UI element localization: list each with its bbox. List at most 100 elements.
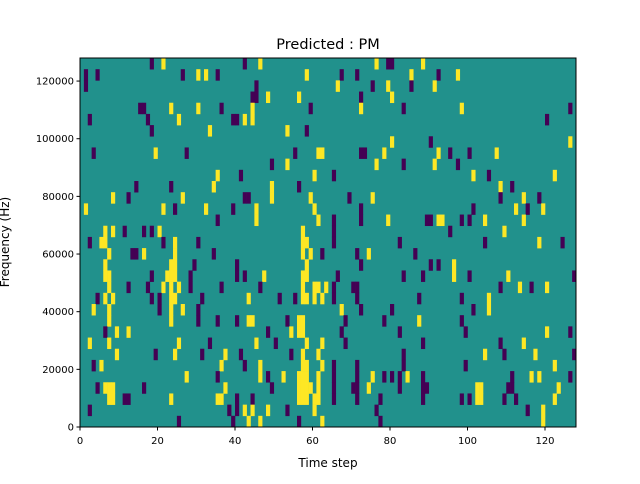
heatmap-cell-high <box>436 214 441 227</box>
heatmap-cell-low <box>498 192 503 204</box>
heatmap-cell-high <box>169 304 174 316</box>
y-axis-label: Frequency (Hz) <box>0 197 12 288</box>
heatmap-cell-high <box>297 393 302 405</box>
heatmap-cell-high <box>107 315 112 327</box>
heatmap-cell-high <box>304 236 309 249</box>
heatmap-cell-high <box>521 337 526 350</box>
heatmap-cell-high <box>502 225 507 238</box>
heatmap-cell-high <box>107 382 112 394</box>
heatmap-cell-high <box>320 147 325 159</box>
heatmap-cell-high <box>304 382 309 394</box>
heatmap-cell-low <box>378 393 383 405</box>
heatmap-cell-high <box>180 304 185 316</box>
heatmap-cell-low <box>126 192 131 204</box>
heatmap-cell-high <box>107 304 112 316</box>
heatmap-cell-low <box>219 102 224 115</box>
heatmap-cell-high <box>386 80 391 92</box>
heatmap-cell-low <box>331 382 337 394</box>
heatmap-cell-low <box>258 281 263 294</box>
y-tick-label: 20000 <box>42 365 74 376</box>
heatmap-cell-low <box>331 281 337 294</box>
y-tick-label: 100000 <box>36 134 74 145</box>
heatmap-cell-low <box>401 102 406 115</box>
heatmap-cell-high <box>506 270 511 282</box>
heatmap-cell-high <box>452 270 457 282</box>
heatmap-cell-low <box>145 281 151 294</box>
heatmap-background <box>80 58 576 427</box>
heatmap-cell-low <box>417 292 422 305</box>
heatmap-cell-high <box>269 181 275 193</box>
heatmap-cell-low <box>285 315 290 327</box>
heatmap-cell-low <box>355 371 360 383</box>
heatmap-cell-high <box>320 337 325 350</box>
heatmap-cell-high <box>486 304 492 316</box>
heatmap-cells <box>80 58 577 428</box>
heatmap-cell-high <box>103 382 108 394</box>
heatmap-cell-low <box>355 69 360 81</box>
heatmap-cell-high <box>409 69 414 81</box>
heatmap-cell-low <box>339 326 344 338</box>
heatmap-cell-low <box>401 359 406 372</box>
heatmap-cell-high <box>173 248 178 260</box>
heatmap-cell-low <box>502 348 507 361</box>
heatmap-cell-low <box>242 359 247 372</box>
heatmap-cell-low <box>483 236 488 249</box>
heatmap-cell-high <box>440 214 445 227</box>
heatmap-cell-low <box>153 348 158 361</box>
heatmap-cell-high <box>304 259 309 271</box>
heatmap-cell-high <box>529 371 534 383</box>
heatmap-cell-high <box>254 337 259 350</box>
heatmap-cell-low <box>386 58 391 70</box>
heatmap-cell-low <box>421 337 426 350</box>
heatmap-cell-low <box>91 359 96 372</box>
heatmap-cell-high <box>436 147 441 159</box>
heatmap-cell-high <box>250 102 255 115</box>
heatmap-cell-high <box>417 315 422 327</box>
heatmap-cell-low <box>529 281 534 294</box>
heatmap-cell-low <box>285 404 290 417</box>
heatmap-cell-high <box>304 270 309 282</box>
heatmap-cell-high <box>300 236 306 249</box>
heatmap-cell-low <box>289 348 294 361</box>
heatmap-cell-high <box>107 393 112 405</box>
x-tick-label: 80 <box>384 436 397 447</box>
heatmap-cell-high <box>173 348 178 361</box>
heatmap-cell-high <box>405 371 410 383</box>
heatmap-cell-high <box>161 58 166 70</box>
heatmap-cell-high <box>204 203 209 215</box>
heatmap-cell-low <box>235 270 240 282</box>
heatmap-cell-low <box>122 393 127 405</box>
heatmap-cell-low <box>254 91 259 104</box>
heatmap-cell-low <box>359 147 364 159</box>
heatmap-cell-low <box>277 292 282 305</box>
heatmap-cell-high <box>169 292 174 305</box>
heatmap-cell-low <box>293 147 298 159</box>
heatmap-cell-high <box>386 214 391 227</box>
heatmap-cell-low <box>242 270 247 282</box>
heatmap-cell-low <box>235 113 240 126</box>
heatmap-cell-low <box>304 125 309 137</box>
heatmap-cell-high <box>223 382 228 394</box>
heatmap-cell-low <box>215 315 220 327</box>
heatmap-cell-low <box>463 359 468 372</box>
heatmap-cell-high <box>533 348 538 361</box>
heatmap-cell-low <box>355 382 360 394</box>
heatmap-cell-high <box>103 270 108 282</box>
heatmap-cell-high <box>300 281 306 294</box>
heatmap-cell-high <box>262 270 267 282</box>
heatmap-cell-low <box>428 136 433 148</box>
heatmap-cell-high <box>312 404 317 417</box>
heatmap-cell-high <box>173 259 178 271</box>
heatmap-cell-low <box>173 203 178 215</box>
heatmap-cell-low <box>510 181 515 193</box>
heatmap-cell-low <box>250 393 255 405</box>
heatmap-cell-low <box>455 158 461 171</box>
heatmap-cell-low <box>421 393 426 405</box>
heatmap-cell-low <box>335 270 340 282</box>
heatmap-cell-high <box>215 393 220 405</box>
heatmap-cell-low <box>227 404 232 417</box>
plot-frame <box>79 57 577 428</box>
heatmap-cell-high <box>304 69 309 81</box>
heatmap-cell-high <box>459 102 464 115</box>
heatmap-cell-high <box>324 281 329 294</box>
